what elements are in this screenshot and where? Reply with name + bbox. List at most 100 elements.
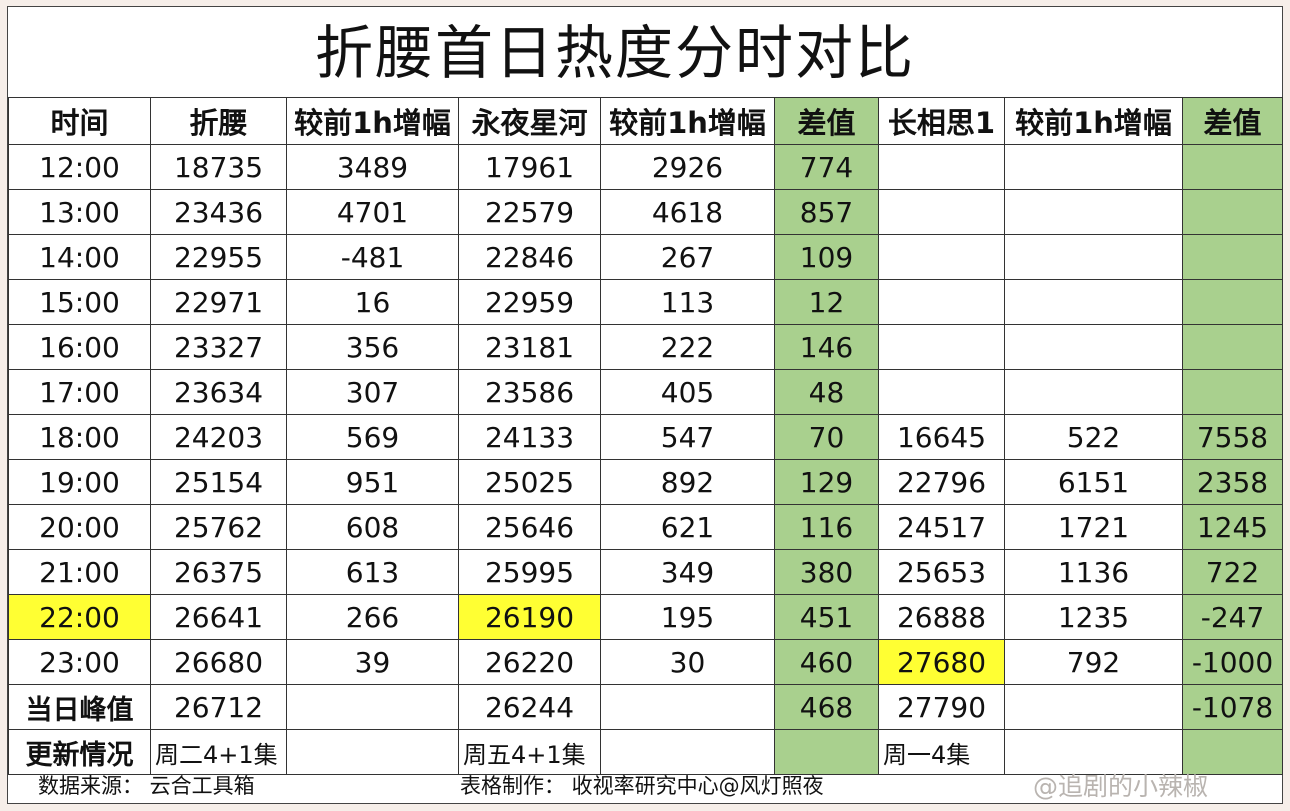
table-cell: 2358 — [1182, 459, 1283, 505]
table-cell: 23:00 — [8, 639, 151, 685]
table-cell — [600, 684, 775, 730]
table-cell: 26375 — [150, 549, 287, 595]
table-row: 更新情况 周二4+1集 周五4+1集 周一4集 — [8, 729, 1283, 775]
table-cell: 更新情况 — [8, 729, 151, 775]
table-cell — [1004, 684, 1183, 730]
table-cell: 周二4+1集 — [150, 729, 287, 775]
table-row: 23:00 26680 39 26220 30 460 27680 792 -1000 — [8, 639, 1283, 685]
table-cell: 7558 — [1182, 414, 1283, 460]
table-cell: 116 — [774, 504, 879, 550]
table-cell: 2926 — [600, 144, 775, 190]
table-cell: 当日峰值 — [8, 684, 151, 730]
table-cell: 48 — [774, 369, 879, 415]
table-cell: 周五4+1集 — [458, 729, 601, 775]
table-row: 当日峰值 26712 26244 468 27790 -1078 — [8, 684, 1283, 730]
table-cell: 22955 — [150, 234, 287, 280]
table-cell: 109 — [774, 234, 879, 280]
table-cell: 569 — [286, 414, 459, 460]
table-cell — [1182, 189, 1283, 235]
table-cell: 25025 — [458, 459, 601, 505]
table-title: 折腰首日热度分时对比 — [314, 19, 915, 87]
data-source: 数据来源： 云合工具箱 — [38, 774, 255, 798]
table-cell — [1004, 144, 1183, 190]
header-changxiangsi-growth: 较前1h增幅 — [1004, 97, 1183, 145]
table-cell: 17961 — [458, 144, 601, 190]
table-cell: 16 — [286, 279, 459, 325]
table-cell: 195 — [600, 594, 775, 640]
header-zheyao: 折腰 — [150, 97, 287, 145]
table-cell: 349 — [600, 549, 775, 595]
table-cell: 周一4集 — [878, 729, 1005, 775]
table-cell: 1721 — [1004, 504, 1183, 550]
header-time: 时间 — [8, 97, 151, 145]
header-changxiangsi: 长相思1 — [878, 97, 1005, 145]
table-cell: 24203 — [150, 414, 287, 460]
table-cell: 4618 — [600, 189, 775, 235]
header-yongye: 永夜星河 — [458, 97, 601, 145]
table-cell: 20:00 — [8, 504, 151, 550]
table-cell: 18735 — [150, 144, 287, 190]
table-cell: 1235 — [1004, 594, 1183, 640]
table-cell: 22796 — [878, 459, 1005, 505]
table-row: 14:00 22955 -481 22846 267 109 — [8, 234, 1283, 280]
table-cell: 468 — [774, 684, 879, 730]
table-cell: 14:00 — [8, 234, 151, 280]
table-cell: -1000 — [1182, 639, 1283, 685]
watermark: @追剧的小辣椒 — [1033, 772, 1209, 801]
table-cell: 26888 — [878, 594, 1005, 640]
table-cell — [600, 729, 775, 775]
table-cell: 24133 — [458, 414, 601, 460]
table-cell — [286, 729, 459, 775]
table-cell: 267 — [600, 234, 775, 280]
table-cell: 26190 — [458, 594, 601, 640]
table-cell: -481 — [286, 234, 459, 280]
table-cell: 19:00 — [8, 459, 151, 505]
table-cell: 356 — [286, 324, 459, 370]
table-cell: 25653 — [878, 549, 1005, 595]
table-cell — [1182, 369, 1283, 415]
table-cell: 451 — [774, 594, 879, 640]
table-row: 15:00 22971 16 22959 113 12 — [8, 279, 1283, 325]
table-cell: -1078 — [1182, 684, 1283, 730]
table-cell: 24517 — [878, 504, 1005, 550]
table-cell — [286, 684, 459, 730]
table-cell — [878, 369, 1005, 415]
table-cell: 774 — [774, 144, 879, 190]
footer: 数据来源： 云合工具箱 表格制作： 收视率研究中心@风灯照夜 @追剧的小辣椒 — [8, 770, 1282, 803]
table-cell: 21:00 — [8, 549, 151, 595]
table-row: 22:00 26641 266 26190 195 451 26888 1235 -247 — [8, 594, 1283, 640]
table-cell: 266 — [286, 594, 459, 640]
table-cell — [878, 234, 1005, 280]
table-cell: 23586 — [458, 369, 601, 415]
header-diff-1: 差值 — [774, 97, 879, 145]
header-zheyao-growth: 较前1h增幅 — [286, 97, 459, 145]
table-cell: 16:00 — [8, 324, 151, 370]
table-cell: 722 — [1182, 549, 1283, 595]
table-maker: 表格制作： 收视率研究中心@风灯照夜 — [460, 774, 824, 798]
comparison-table: 时间 折腰 较前1h增幅 永夜星河 较前1h增幅 差值 长相思1 较前1h增幅 … — [8, 97, 1283, 775]
table-cell: 70 — [774, 414, 879, 460]
table-cell: 27680 — [878, 639, 1005, 685]
table-cell: 25154 — [150, 459, 287, 505]
table-cell: 26680 — [150, 639, 287, 685]
table-cell: 23181 — [458, 324, 601, 370]
table-cell: 23634 — [150, 369, 287, 415]
table-cell: 25646 — [458, 504, 601, 550]
table-row: 18:00 24203 569 24133 547 70 16645 522 7558 — [8, 414, 1283, 460]
table-cell: 460 — [774, 639, 879, 685]
table-cell: 27790 — [878, 684, 1005, 730]
table-cell — [878, 189, 1005, 235]
table-row: 12:00 18735 3489 17961 2926 774 — [8, 144, 1283, 190]
table-cell: 30 — [600, 639, 775, 685]
table-cell: -247 — [1182, 594, 1283, 640]
table-cell: 23436 — [150, 189, 287, 235]
table-cell: 547 — [600, 414, 775, 460]
table-cell: 26712 — [150, 684, 287, 730]
table-cell: 3489 — [286, 144, 459, 190]
table-cell — [878, 324, 1005, 370]
table-cell: 22971 — [150, 279, 287, 325]
table-cell: 22579 — [458, 189, 601, 235]
table-cell — [1004, 189, 1183, 235]
table-cell: 792 — [1004, 639, 1183, 685]
table-row: 17:00 23634 307 23586 405 48 — [8, 369, 1283, 415]
